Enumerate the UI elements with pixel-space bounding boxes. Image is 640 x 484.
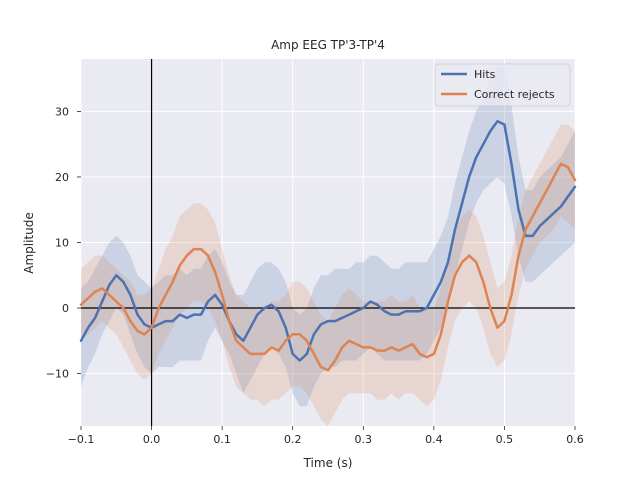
legend: Hits Correct rejects [434, 63, 571, 107]
y-tick-label: 20 [55, 171, 69, 184]
series-line-correct-rejects [79, 162, 577, 372]
series-line-hits [79, 120, 577, 362]
x-tick-label: 0.3 [355, 433, 373, 446]
x-tick-label: 0.0 [143, 433, 161, 446]
x-tick-label: 0.2 [284, 433, 302, 446]
line-layer [79, 120, 577, 372]
x-tick-label: 0.5 [496, 433, 514, 446]
legend-label-correct-rejects: Correct rejects [474, 88, 555, 101]
x-tick-label: 0.4 [425, 433, 443, 446]
x-tick-label: 0.6 [566, 433, 584, 446]
y-tick-label: 0 [62, 302, 69, 315]
ci-band-hits [81, 65, 575, 407]
legend-box [434, 63, 571, 107]
legend-label-hits: Hits [474, 68, 496, 81]
x-axis-label: Time (s) [303, 456, 353, 470]
tick-layer: −0.1 0.0 0.1 0.2 0.3 0.4 0.5 0.6 −10 0 10 20 30 [46, 105, 584, 446]
x-tick-label: 0.1 [213, 433, 231, 446]
y-tick-label: 30 [55, 105, 69, 118]
y-axis-label: Amplitude [22, 212, 36, 274]
reference-lines [81, 59, 575, 426]
ci-band-correct-rejects [81, 124, 575, 426]
y-tick-label: 10 [55, 237, 69, 250]
y-tick-label: −10 [46, 368, 69, 381]
band-layer [81, 65, 575, 426]
x-tick-label: −0.1 [68, 433, 95, 446]
chart-title: Amp EEG TP'3-TP'4 [271, 38, 385, 52]
